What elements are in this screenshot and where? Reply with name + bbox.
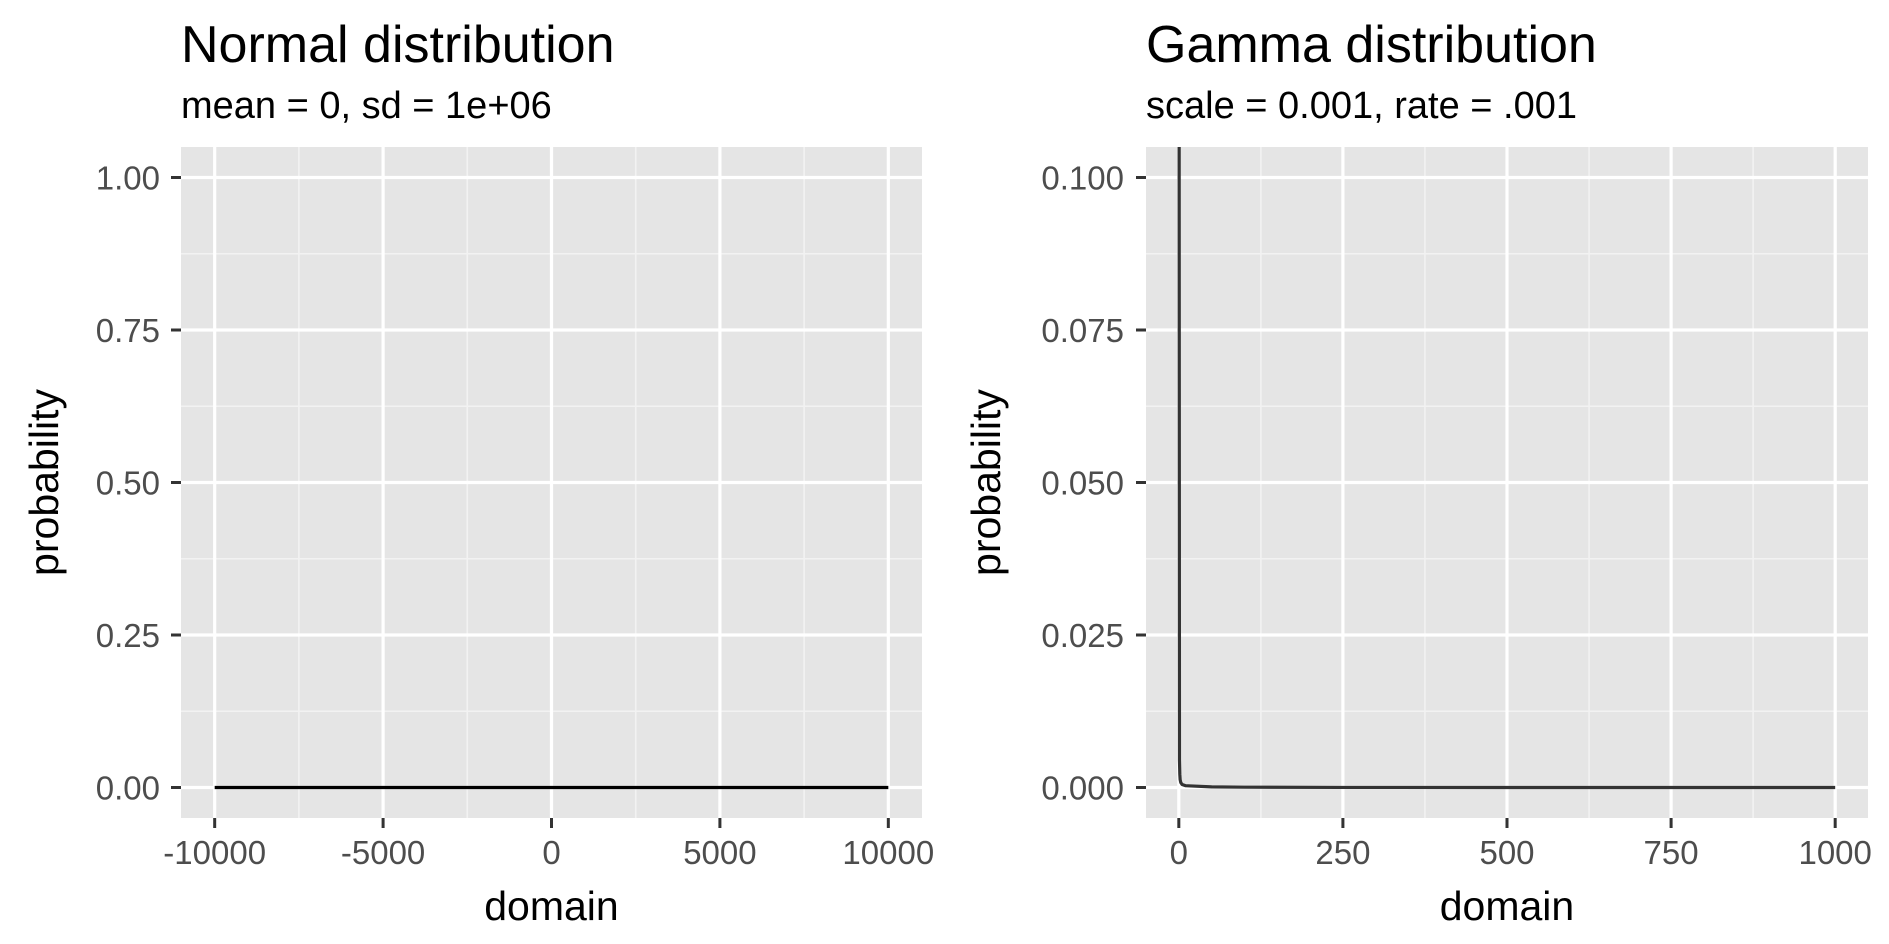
chart-subtitle: scale = 0.001, rate = .001 <box>1146 85 1577 127</box>
major-gridlines <box>1146 147 1868 818</box>
x-axis-label: domain <box>484 883 618 929</box>
x-tick-label: 500 <box>1479 834 1534 871</box>
x-tick-label: 0 <box>1170 834 1188 871</box>
chart-panel-1: Normal distribution mean = 0, sd = 1e+06 0… <box>21 16 934 929</box>
y-tick-label: 0.75 <box>96 312 160 349</box>
y-tick-label: 0.00 <box>96 770 160 807</box>
y-tick-label: 0.050 <box>1041 465 1124 502</box>
y-tick-label: 0.025 <box>1041 617 1124 654</box>
x-tick-label: 0 <box>542 834 560 871</box>
x-tick-label: 5000 <box>683 834 756 871</box>
chart-title: Gamma distribution <box>1146 16 1597 74</box>
y-tick-label: 0.075 <box>1041 312 1124 349</box>
x-tick-label: -10000 <box>163 834 266 871</box>
y-tick-label: 1.00 <box>96 160 160 197</box>
x-tick-label: 10000 <box>842 834 934 871</box>
y-tick-label: 0.000 <box>1041 770 1124 807</box>
series-line <box>1177 147 1836 790</box>
x-tick-label: -5000 <box>341 834 425 871</box>
x-axis-label: domain <box>1440 883 1574 929</box>
chart-panel-2: Gamma distribution scale = 0.001, rate = … <box>963 16 1872 929</box>
x-tick-label: 1000 <box>1798 834 1871 871</box>
y-tick-label: 0.25 <box>96 617 160 654</box>
y-axis-label: probability <box>963 389 1009 576</box>
y-tick-label: 0.100 <box>1041 160 1124 197</box>
x-tick-label: 750 <box>1644 834 1699 871</box>
y-tick-label: 0.50 <box>96 465 160 502</box>
y-axis-label: probability <box>21 389 67 576</box>
x-tick-label: 250 <box>1315 834 1370 871</box>
chart-title: Normal distribution <box>181 16 615 74</box>
chart-subtitle: mean = 0, sd = 1e+06 <box>181 85 552 127</box>
